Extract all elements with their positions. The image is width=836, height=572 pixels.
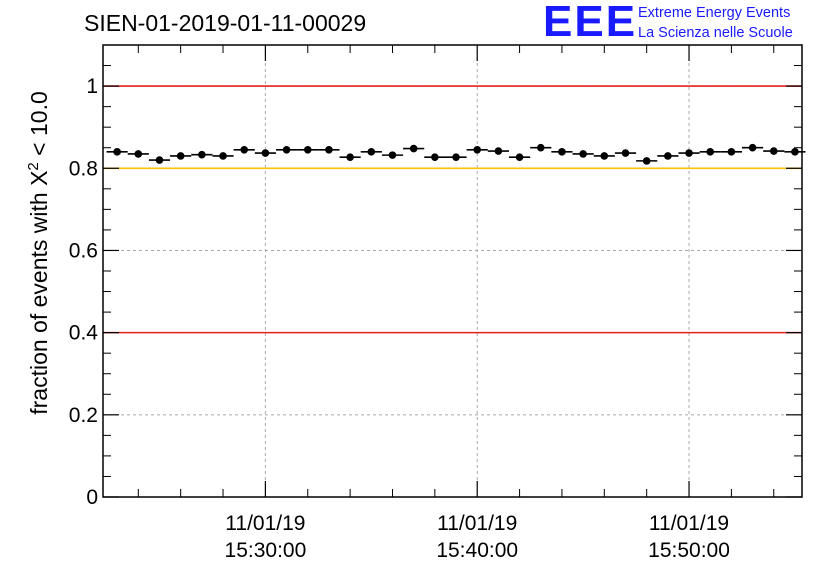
y-tick-label: 0.4 <box>69 322 99 345</box>
reference-lines <box>103 85 802 334</box>
data-point <box>198 150 206 159</box>
x-tick-label-time: 15:40:00 <box>436 539 518 562</box>
data-point <box>240 145 249 154</box>
data-point <box>431 153 439 161</box>
x-tick-labels: 11/01/19 15:30:00 11/01/19 15:40:00 11/01/19… <box>225 512 730 562</box>
eee-logo-mark: EEE <box>543 0 638 46</box>
data-point <box>706 148 715 156</box>
data-point <box>621 149 630 157</box>
data-point <box>409 144 418 153</box>
data-point <box>664 152 672 160</box>
x-tick-label-date: 11/01/19 <box>649 512 729 535</box>
data-point <box>219 152 227 160</box>
data-point <box>155 156 164 164</box>
data-point <box>367 148 376 156</box>
plot-title: SIEN-01-2019-01-11-00029 <box>84 10 367 36</box>
x-tick-label-time: 15:30:00 <box>225 539 307 562</box>
data-point <box>494 147 503 155</box>
y-axis-title: fraction of events with X2 < 10.0 <box>25 91 53 415</box>
plot-frame <box>102 44 803 498</box>
data-point <box>748 143 757 152</box>
data-point <box>515 153 524 161</box>
grid-lines <box>103 45 802 497</box>
data-point <box>473 145 482 154</box>
data-point <box>261 149 270 157</box>
data-point <box>325 145 333 154</box>
data-point <box>727 148 736 156</box>
x-tick-label-date: 11/01/19 <box>437 512 517 535</box>
data-point <box>769 147 778 155</box>
data-point <box>346 153 354 161</box>
data-point <box>388 151 397 159</box>
data-point <box>303 145 312 154</box>
y-tick-label: 0.8 <box>69 157 98 180</box>
eee-logo: EEE Extreme Energy Events La Scienza nel… <box>543 0 833 48</box>
data-point <box>685 149 693 157</box>
data-point <box>579 150 587 158</box>
data-point <box>113 148 121 156</box>
y-tick-labels: 0 0.2 0.4 0.6 0.8 1 <box>69 75 99 509</box>
y-axis-title-superscript: 2 <box>25 162 43 171</box>
data-point <box>452 153 460 161</box>
x-tick-label-time: 15:50:00 <box>648 539 730 562</box>
y-axis-title-prefix: fraction of events with <box>25 185 52 415</box>
y-axis-title-symbol: X <box>25 170 52 186</box>
data-point <box>134 150 143 158</box>
data-point <box>558 148 566 156</box>
data-point <box>536 143 545 152</box>
logo-line-la-scienza: La Scienza nelle Scuole <box>638 25 793 41</box>
data-point <box>600 152 609 160</box>
data-points <box>106 143 806 165</box>
data-point <box>282 145 291 154</box>
y-axis-title-suffix: < 10.0 <box>25 91 52 163</box>
axis-ticks <box>103 45 802 498</box>
logo-line-extreme-energy-events: Extreme Energy Events <box>638 5 791 21</box>
y-tick-label: 0 <box>86 486 98 509</box>
x-tick-label-date: 11/01/19 <box>225 512 305 535</box>
y-tick-label: 0.2 <box>69 404 98 427</box>
y-tick-label: 0.6 <box>69 239 98 262</box>
data-point <box>176 152 185 160</box>
data-point <box>642 157 651 165</box>
y-tick-label: 1 <box>86 75 98 98</box>
data-point <box>791 148 799 156</box>
